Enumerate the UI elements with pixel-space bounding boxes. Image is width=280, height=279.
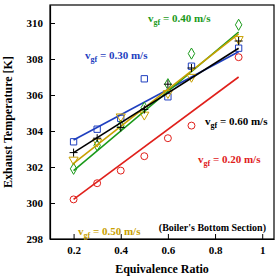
x-tick-label: 0.4 bbox=[114, 244, 128, 256]
data-point bbox=[141, 76, 147, 82]
data-point bbox=[69, 157, 78, 165]
annotation: (Boiler's Bottom Section) bbox=[159, 222, 266, 234]
series-label: vgf = 0.50 m/s bbox=[78, 225, 141, 240]
data-point bbox=[188, 122, 195, 129]
series-label: vgf = 0.20 m/s bbox=[198, 153, 261, 168]
plot: 0.2 0.4 0.6 0.8 1 298 300 302 304 306 308 310 vgf = … bbox=[27, 5, 275, 256]
x-tick-label: 0.8 bbox=[209, 244, 223, 256]
y-tick-mark bbox=[50, 167, 55, 168]
x-tick-mark bbox=[74, 234, 75, 239]
data-point bbox=[94, 180, 101, 187]
y-tick: 304 bbox=[27, 125, 56, 137]
x-tick-label: 0.6 bbox=[162, 244, 176, 256]
data-point bbox=[187, 64, 195, 72]
y-tick-label: 302 bbox=[27, 161, 44, 173]
series-label: vgf = 0.30 m/s bbox=[85, 49, 148, 64]
y-axis-line bbox=[50, 6, 51, 240]
data-point bbox=[164, 80, 172, 88]
data-point bbox=[70, 149, 78, 157]
x-tick-mark bbox=[168, 234, 169, 239]
x-tick: 1 bbox=[260, 234, 266, 256]
series-label-text: = 0.50 m/s bbox=[90, 225, 141, 237]
data-point bbox=[141, 102, 147, 113]
y-tick-mark bbox=[50, 23, 55, 24]
data-point bbox=[141, 153, 148, 160]
data-point bbox=[164, 135, 171, 142]
series-label: vgf = 0.40 m/s bbox=[148, 12, 211, 27]
x-tick: 0.6 bbox=[162, 234, 176, 256]
x-tick: 0.4 bbox=[114, 234, 128, 256]
y-tick-label: 310 bbox=[27, 17, 44, 29]
y-tick: 310 bbox=[27, 17, 56, 29]
y-tick-mark bbox=[50, 95, 55, 96]
chart: 0.2 0.4 0.6 0.8 1 298 300 302 304 306 308 310 vgf = … bbox=[0, 0, 280, 279]
data-point bbox=[188, 48, 194, 59]
y-tick: 300 bbox=[27, 197, 56, 209]
data-point bbox=[235, 19, 241, 30]
data-point bbox=[93, 134, 101, 142]
fit-line bbox=[74, 52, 239, 140]
y-tick-mark bbox=[50, 203, 55, 204]
series-label-text: = 0.20 m/s bbox=[210, 153, 261, 165]
y-tick-label: 308 bbox=[27, 53, 44, 65]
y-tick-label: 300 bbox=[27, 197, 44, 209]
fit-line bbox=[74, 48, 239, 152]
data-point bbox=[235, 54, 242, 61]
y-tick: 306 bbox=[27, 89, 56, 101]
x-tick: 0.8 bbox=[209, 234, 223, 256]
fit-line bbox=[74, 32, 239, 171]
y-tick-label: 306 bbox=[27, 89, 44, 101]
data-layer bbox=[69, 19, 243, 203]
y-tick-mark bbox=[50, 239, 55, 240]
x-tick: 0.2 bbox=[67, 234, 81, 256]
x-tick-label: 0.2 bbox=[67, 244, 81, 256]
data-point bbox=[70, 139, 76, 145]
x-tick-label: 1 bbox=[260, 244, 266, 256]
data-point bbox=[94, 126, 100, 132]
y-tick-mark bbox=[50, 131, 55, 132]
y-tick: 308 bbox=[27, 53, 56, 65]
series-label-text: = 0.30 m/s bbox=[97, 49, 148, 61]
y-tick: 302 bbox=[27, 161, 56, 173]
series-label: vgf = 0.60 m/s bbox=[205, 115, 268, 130]
y-axis-title: Exhaust Temperature [K] bbox=[1, 56, 15, 188]
y-tick: 298 bbox=[27, 233, 56, 245]
x-tick-mark bbox=[215, 234, 216, 239]
y-axis: 298 300 302 304 306 308 310 bbox=[27, 6, 56, 246]
series-label-text: = 0.40 m/s bbox=[160, 12, 211, 24]
data-point bbox=[234, 37, 243, 45]
data-point bbox=[70, 196, 77, 203]
data-point bbox=[117, 123, 125, 131]
data-point bbox=[235, 37, 243, 45]
x-tick-mark bbox=[262, 234, 263, 239]
y-tick-label: 298 bbox=[27, 233, 44, 245]
y-tick-mark bbox=[50, 59, 55, 60]
series-label-text: = 0.60 m/s bbox=[217, 115, 268, 127]
x-axis-title: Equivalence Ratio bbox=[115, 262, 209, 276]
data-point bbox=[140, 105, 148, 113]
data-point bbox=[117, 167, 124, 174]
plot-frame bbox=[50, 5, 274, 239]
fit-line bbox=[74, 34, 239, 164]
y-tick-label: 304 bbox=[27, 125, 44, 137]
